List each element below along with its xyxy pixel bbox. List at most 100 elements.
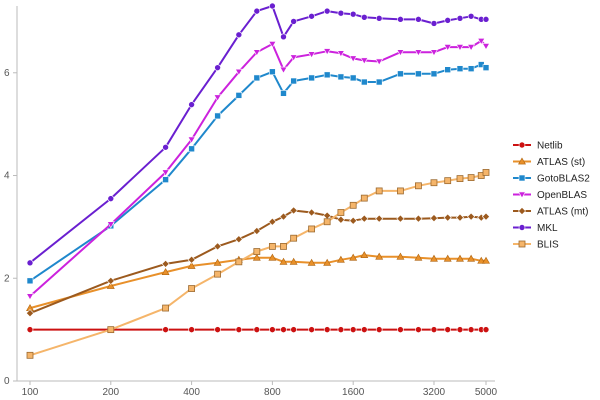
data-point-gotoblas2 xyxy=(253,74,261,82)
data-point-mkl xyxy=(269,2,276,10)
data-point-netlib xyxy=(290,326,297,333)
data-point-gotoblas2 xyxy=(444,66,452,73)
data-point-blis xyxy=(467,174,475,181)
data-point-mkl xyxy=(162,143,169,151)
data-point-gotoblas2 xyxy=(430,70,438,78)
data-point-atlas-mt xyxy=(481,212,491,221)
data-point-openblas xyxy=(360,57,369,65)
y-tick-label: 2 xyxy=(4,273,10,284)
data-point-gotoblas2 xyxy=(456,65,464,72)
data-point-atlas-st xyxy=(307,258,316,266)
data-point-openblas xyxy=(482,43,490,51)
data-point-openblas xyxy=(414,49,423,57)
data-point-openblas xyxy=(268,41,277,49)
data-point-blis xyxy=(456,175,464,183)
data-point-mkl xyxy=(323,7,331,15)
data-point-atlas-st xyxy=(443,254,452,262)
legend-item-netlib: Netlib xyxy=(513,141,563,152)
data-point-mkl xyxy=(444,17,452,24)
data-point-blis xyxy=(482,169,490,176)
data-point-atlas-st xyxy=(375,252,384,260)
data-point-atlas-mt xyxy=(336,215,345,224)
data-point-gotoblas2 xyxy=(349,74,357,82)
x-tick-label: 100 xyxy=(22,387,39,398)
data-point-atlas-mt xyxy=(161,259,170,268)
data-point-gotoblas2 xyxy=(214,112,221,120)
data-point-atlas-st xyxy=(430,254,438,262)
legend-swatch-marker xyxy=(518,191,526,199)
data-point-netlib xyxy=(235,326,243,333)
data-point-blis xyxy=(397,187,404,195)
data-point-netlib xyxy=(162,326,169,333)
legend-label: BLIS xyxy=(537,240,559,251)
data-point-mkl xyxy=(360,14,368,21)
data-point-openblas xyxy=(375,58,384,66)
data-point-netlib xyxy=(323,326,331,333)
data-point-atlas-st xyxy=(360,251,369,259)
data-point-openblas xyxy=(213,94,222,102)
data-point-netlib xyxy=(269,326,276,333)
data-point-mkl xyxy=(456,15,464,22)
data-point-netlib xyxy=(349,326,357,333)
data-point-openblas xyxy=(396,49,405,57)
y-tick-label: 6 xyxy=(4,68,10,79)
data-point-atlas-st xyxy=(289,257,298,265)
data-point-mkl xyxy=(415,16,422,23)
data-point-openblas xyxy=(443,44,452,52)
data-point-atlas-st xyxy=(252,253,261,261)
data-point-netlib xyxy=(415,326,422,333)
data-point-netlib xyxy=(337,326,345,333)
y-tick-label: 0 xyxy=(4,376,10,387)
x-tick-label: 3200 xyxy=(423,387,446,398)
data-point-atlas-mt xyxy=(252,226,261,236)
legend-label: OpenBLAS xyxy=(537,190,587,201)
data-point-gotoblas2 xyxy=(482,64,490,71)
series-atlas-mt xyxy=(25,206,491,318)
axes: 0 2 4 6 100 200 400 800 1600 3200 5000 xyxy=(4,6,498,398)
data-point-gotoblas2 xyxy=(269,68,276,76)
data-point-mkl xyxy=(107,195,115,202)
x-tick-label: 800 xyxy=(264,387,281,398)
legend-swatch-marker xyxy=(517,206,527,216)
data-point-atlas-mt xyxy=(443,213,452,222)
legend-label: GotoBLAS2 xyxy=(537,174,590,185)
data-point-gotoblas2 xyxy=(467,65,475,72)
series-openblas xyxy=(26,38,490,301)
data-point-mkl xyxy=(349,10,357,18)
data-point-openblas xyxy=(106,221,115,229)
data-point-gotoblas2 xyxy=(360,78,368,86)
legend-swatch-marker xyxy=(518,224,526,231)
data-point-netlib xyxy=(360,326,368,333)
data-point-atlas-st xyxy=(396,252,405,260)
data-point-blis xyxy=(214,270,222,278)
data-point-blis xyxy=(444,177,452,185)
data-point-gotoblas2 xyxy=(323,71,331,79)
legend-item-openblas: OpenBLAS xyxy=(513,190,587,201)
data-point-openblas xyxy=(336,50,345,58)
data-point-openblas xyxy=(456,44,464,52)
data-point-blis xyxy=(430,179,438,187)
data-point-gotoblas2 xyxy=(397,70,404,78)
data-point-blis xyxy=(308,225,316,233)
data-point-mkl xyxy=(188,101,195,108)
data-point-atlas-mt xyxy=(455,213,465,222)
data-point-blis xyxy=(268,243,276,250)
data-point-openblas xyxy=(289,54,298,62)
data-point-openblas xyxy=(349,55,358,63)
y-tick-label: 4 xyxy=(4,171,10,182)
data-point-mkl xyxy=(375,15,383,22)
data-point-atlas-mt xyxy=(25,309,35,318)
data-point-netlib xyxy=(280,326,287,333)
legend-label: MKL xyxy=(537,223,558,234)
data-point-openblas xyxy=(279,66,288,74)
data-point-atlas-st xyxy=(187,261,196,269)
data-point-mkl xyxy=(482,16,490,23)
legend-swatch-marker xyxy=(518,240,526,248)
legend-item-blis: BLIS xyxy=(513,240,559,251)
data-point-blis xyxy=(415,182,422,190)
data-point-blis xyxy=(323,218,331,226)
data-point-blis xyxy=(235,258,243,266)
data-point-atlas-mt xyxy=(349,216,358,225)
data-point-gotoblas2 xyxy=(162,176,169,183)
